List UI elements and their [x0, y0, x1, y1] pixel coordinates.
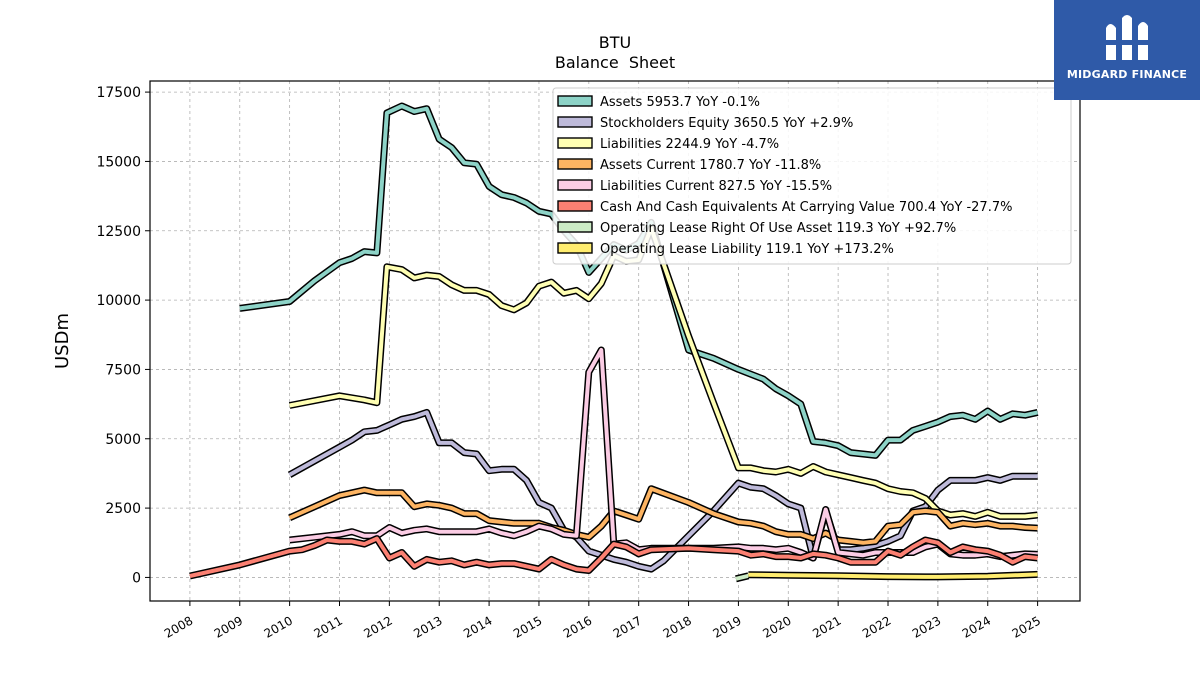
series-line	[288, 410, 1038, 572]
x-tick-label: 2016	[561, 613, 594, 640]
legend-swatch	[557, 137, 593, 149]
x-tick-label: 2008	[162, 613, 195, 640]
chart-subtitle: Balance Sheet	[555, 53, 675, 72]
legend-label: Liabilities Current 827.5 YoY -15.5%	[600, 179, 832, 194]
legend-swatch	[557, 116, 593, 128]
y-tick-label: 15000	[96, 154, 141, 170]
series-line	[288, 486, 1038, 545]
y-tick-label: 10000	[96, 293, 141, 309]
legend-swatch	[557, 179, 593, 191]
legend-swatch	[557, 200, 593, 212]
series-line	[289, 226, 1038, 519]
chart-title: BTU	[599, 33, 631, 52]
x-tick-label: 2021	[810, 613, 843, 640]
legend-label: Operating Lease Liability 119.1 YoY +173…	[600, 242, 894, 257]
legend-swatch	[557, 221, 593, 233]
legend-box	[552, 87, 1072, 265]
y-ticks: 0 2500 5000 7500 10000 12500 15000 17500	[96, 85, 150, 586]
x-tick-label: 2025	[1010, 613, 1043, 640]
legend-swatch	[557, 158, 593, 170]
plot-frame	[149, 80, 1081, 602]
x-tick-label: 2011	[312, 613, 345, 640]
series-line	[189, 536, 1038, 578]
y-tick-label: 2500	[105, 501, 141, 517]
x-tick-label: 2009	[212, 613, 245, 640]
x-tick-label: 2019	[710, 613, 743, 640]
legend-label: Assets 5953.7 YoY -0.1%	[600, 95, 760, 110]
series-layer	[189, 102, 1039, 583]
series-line	[289, 348, 1038, 560]
x-tick-label: 2018	[661, 613, 694, 640]
x-tick-label: 2020	[760, 613, 793, 640]
y-tick-label: 0	[132, 570, 141, 586]
legend-label: Operating Lease Right Of Use Asset 119.3…	[600, 221, 956, 236]
series-line	[748, 572, 1038, 579]
legend-label: Assets Current 1780.7 YoY -11.8%	[600, 158, 821, 173]
y-tick-label: 5000	[105, 432, 141, 448]
series-outline	[289, 346, 1038, 562]
series-line	[735, 573, 749, 581]
x-tick-label: 2014	[461, 613, 494, 640]
legend-swatch	[557, 242, 593, 254]
y-axis-label: USDm	[52, 313, 73, 369]
x-tick-label: 2012	[361, 613, 394, 640]
y-tick-label: 7500	[105, 362, 141, 378]
x-tick-label: 2013	[411, 613, 444, 640]
midgard-logo-icon	[1104, 15, 1150, 60]
x-tick-label: 2024	[960, 613, 993, 640]
legend-label: Liabilities 2244.9 YoY -4.7%	[600, 137, 779, 152]
midgard-finance-logo: MIDGARD FINANCE	[1054, 0, 1200, 100]
x-tick-label: 2017	[611, 613, 644, 640]
x-tick-label: 2010	[262, 613, 295, 640]
y-tick-label: 17500	[96, 85, 141, 101]
legend-label: Stockholders Equity 3650.5 YoY +2.9%	[600, 116, 853, 131]
y-tick-label: 12500	[96, 224, 141, 240]
x-ticks: 2008 2009 2010 2011 2012 2013 2014 2015 2016 2017…	[162, 601, 1043, 641]
legend-swatch	[557, 95, 593, 107]
x-tick-label: 2015	[511, 613, 544, 640]
x-tick-label: 2022	[860, 613, 893, 640]
legend: Assets 5953.7 YoY -0.1% Stockholders Equi…	[552, 87, 1072, 265]
x-tick-label: 2023	[910, 613, 943, 640]
legend-label: Cash And Cash Equivalents At Carrying Va…	[600, 200, 1012, 215]
